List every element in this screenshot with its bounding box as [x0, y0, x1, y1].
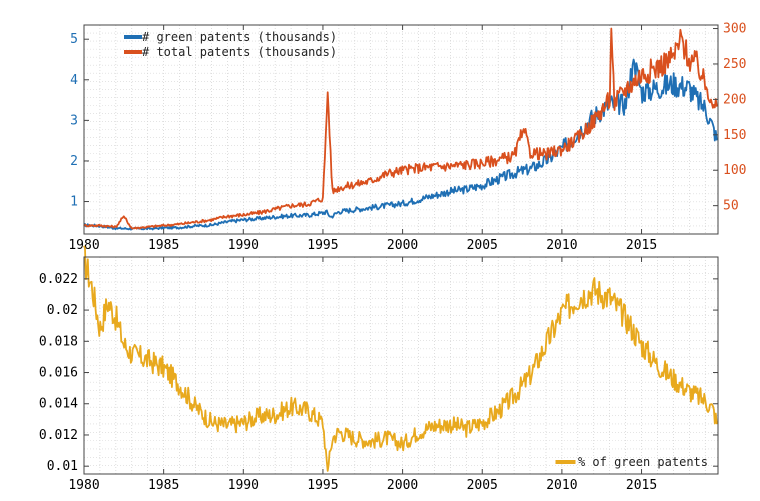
- series-line-2: [83, 27, 719, 230]
- y-tick-label: 0.018: [39, 334, 78, 349]
- y2-tick-label: 100: [723, 163, 746, 178]
- x-tick-label: 1980: [68, 238, 99, 253]
- x-tick-label: 2015: [626, 478, 657, 493]
- y-tick-label: 0.014: [39, 397, 78, 412]
- legend-label: # green patents (thousands): [142, 30, 337, 44]
- x-tick-label: 1995: [307, 478, 338, 493]
- y-axis-left: 0.01 0.012 0.014 0.016 0.018 0.02 0.022: [39, 272, 89, 474]
- x-tick-label: 1980: [68, 478, 99, 493]
- x-tick-label: 2005: [467, 478, 498, 493]
- green-share-panel: 1980 1985 1990 1995 2000 2005 2010 20150.010.01…: [39, 245, 719, 493]
- y2-tick-label: 200: [723, 92, 746, 107]
- legend: # green patents (thousands)# total paten…: [124, 30, 337, 59]
- plot-frame: [83, 256, 719, 475]
- x-tick-label: 2000: [387, 238, 418, 253]
- x-axis: 1980 1985 1990 1995 2000 2005 2010 2015: [68, 25, 657, 253]
- y-tick-label: 5: [70, 32, 78, 47]
- legend-label: # total patents (thousands): [142, 45, 337, 59]
- x-tick-label: 1995: [307, 238, 338, 253]
- y-tick-label: 0.016: [39, 366, 78, 381]
- x-tick-label: 1985: [148, 478, 179, 493]
- x-tick-label: 2005: [467, 238, 498, 253]
- x-tick-label: 2000: [387, 478, 418, 493]
- green-and-total-patents-panel: 1980 1985 1990 1995 2000 2005 2010 2015 1 2 3 4 5 50 1…: [68, 22, 746, 253]
- x-tick-label: 1990: [228, 478, 259, 493]
- grid-lines: [83, 257, 718, 474]
- legend-label: % of green patents: [578, 455, 708, 469]
- y2-tick-label: 250: [723, 57, 746, 72]
- series-line-1: [83, 245, 719, 472]
- x-tick-label: 2010: [546, 478, 577, 493]
- x-tick-label: 2015: [626, 238, 657, 253]
- y-axis-left: 1 2 3 4 5: [70, 32, 89, 210]
- x-tick-label: 1990: [228, 238, 259, 253]
- legend: % of green patents: [555, 455, 708, 469]
- series-line-1: [84, 58, 719, 231]
- y-tick-label: 0.022: [39, 272, 78, 287]
- y2-tick-label: 50: [723, 199, 739, 214]
- y-tick-label: 4: [70, 73, 78, 88]
- y-tick-label: 2: [70, 154, 78, 169]
- x-tick-label: 1985: [148, 238, 179, 253]
- y-tick-label: 3: [70, 113, 78, 128]
- y-axis-right: 50 100 150 200 250 300: [713, 22, 746, 214]
- y2-tick-label: 150: [723, 128, 746, 143]
- y-axis-right: [713, 278, 718, 467]
- x-tick-label: 2010: [546, 238, 577, 253]
- y2-tick-label: 300: [723, 22, 746, 37]
- plot-frame: [83, 24, 719, 235]
- y-tick-label: 0.012: [39, 428, 78, 443]
- y-tick-label: 0.01: [47, 459, 78, 474]
- y-tick-label: 0.02: [47, 303, 78, 318]
- x-axis: 1980 1985 1990 1995 2000 2005 2010 2015: [68, 257, 657, 493]
- y-tick-label: 1: [70, 195, 78, 210]
